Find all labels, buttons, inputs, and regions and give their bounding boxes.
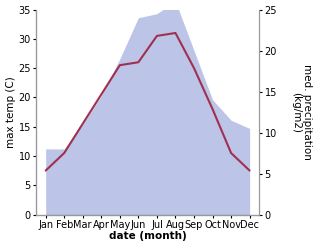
Y-axis label: med. precipitation
(kg/m2): med. precipitation (kg/m2) [291, 64, 313, 160]
Y-axis label: max temp (C): max temp (C) [5, 76, 16, 148]
X-axis label: date (month): date (month) [109, 231, 187, 242]
